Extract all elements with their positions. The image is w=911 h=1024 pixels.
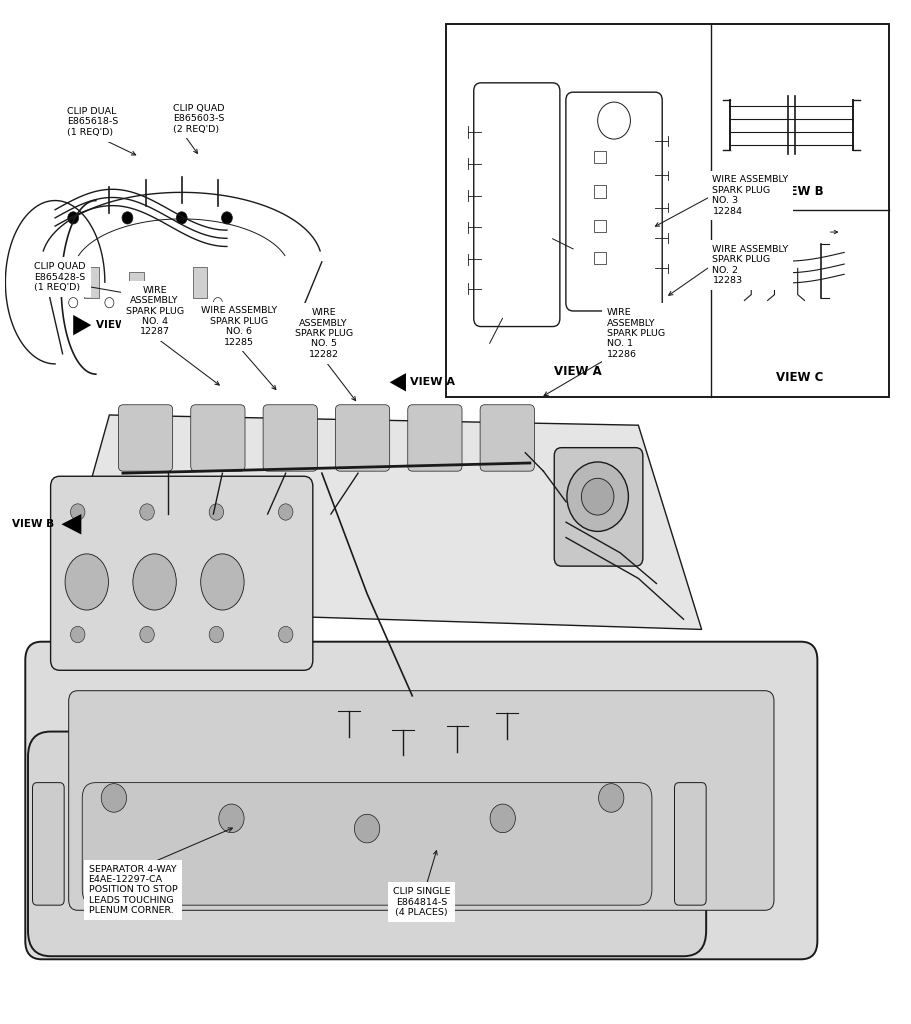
Circle shape bbox=[70, 504, 85, 520]
Text: WIRE ASSEMBLY
SPARK PLUG
NO. 6
12285: WIRE ASSEMBLY SPARK PLUG NO. 6 12285 bbox=[200, 306, 277, 346]
Ellipse shape bbox=[133, 554, 177, 610]
Text: VIEW C: VIEW C bbox=[776, 372, 824, 384]
Circle shape bbox=[219, 804, 244, 833]
Text: SEPARATOR 4-WAY
E4AE-12297-CA
POSITION TO STOP
LEADS TOUCHING
PLENUM CORNER.: SEPARATOR 4-WAY E4AE-12297-CA POSITION T… bbox=[88, 864, 178, 915]
Circle shape bbox=[279, 504, 293, 520]
Bar bbox=[445, 24, 889, 396]
Polygon shape bbox=[390, 373, 406, 391]
Text: VIEW B: VIEW B bbox=[776, 185, 824, 198]
Text: WIRE
ASSEMBLY
SPARK PLUG
NO. 4
12287: WIRE ASSEMBLY SPARK PLUG NO. 4 12287 bbox=[126, 286, 184, 336]
Text: CLIP SINGLE
E864814-S
(4 PLACES): CLIP SINGLE E864814-S (4 PLACES) bbox=[393, 887, 450, 918]
Circle shape bbox=[177, 212, 187, 224]
Ellipse shape bbox=[200, 554, 244, 610]
Text: CLIP QUAD
E865603-S
(2 REQ'D): CLIP QUAD E865603-S (2 REQ'D) bbox=[173, 103, 224, 134]
Circle shape bbox=[210, 627, 223, 643]
Bar bbox=[84, 267, 98, 298]
FancyBboxPatch shape bbox=[554, 447, 643, 566]
Circle shape bbox=[599, 783, 624, 812]
Text: VIEW C: VIEW C bbox=[96, 321, 138, 330]
FancyBboxPatch shape bbox=[82, 782, 652, 905]
Circle shape bbox=[354, 814, 380, 843]
Text: VIEW A: VIEW A bbox=[555, 366, 602, 378]
Text: WIRE
ASSEMBLY
SPARK PLUG
NO. 1
12286: WIRE ASSEMBLY SPARK PLUG NO. 1 12286 bbox=[607, 308, 665, 358]
Polygon shape bbox=[61, 514, 81, 535]
Circle shape bbox=[139, 504, 154, 520]
Circle shape bbox=[210, 504, 223, 520]
FancyBboxPatch shape bbox=[408, 404, 462, 471]
Text: VIEW B: VIEW B bbox=[12, 519, 55, 529]
FancyBboxPatch shape bbox=[118, 404, 173, 471]
Circle shape bbox=[279, 627, 293, 643]
Circle shape bbox=[139, 627, 154, 643]
FancyBboxPatch shape bbox=[480, 404, 535, 471]
Circle shape bbox=[490, 804, 516, 833]
FancyBboxPatch shape bbox=[51, 476, 312, 671]
FancyBboxPatch shape bbox=[26, 642, 817, 959]
Circle shape bbox=[67, 212, 78, 224]
Bar bbox=[594, 185, 606, 198]
Bar bbox=[594, 151, 606, 163]
FancyBboxPatch shape bbox=[674, 782, 706, 905]
Text: VIEW A: VIEW A bbox=[410, 377, 455, 387]
Bar bbox=[594, 219, 606, 232]
Circle shape bbox=[221, 212, 232, 224]
Bar bbox=[192, 267, 207, 298]
FancyBboxPatch shape bbox=[190, 404, 245, 471]
Circle shape bbox=[122, 212, 133, 224]
FancyBboxPatch shape bbox=[68, 691, 774, 910]
Circle shape bbox=[581, 478, 614, 515]
Bar bbox=[129, 272, 144, 303]
Circle shape bbox=[567, 462, 629, 531]
Polygon shape bbox=[73, 315, 91, 335]
Ellipse shape bbox=[65, 554, 108, 610]
FancyBboxPatch shape bbox=[263, 404, 317, 471]
Text: CLIP QUAD
E865428-S
(1 REQ'D): CLIP QUAD E865428-S (1 REQ'D) bbox=[35, 262, 86, 292]
Text: CLIP DUAL
E865618-S
(1 REQ'D): CLIP DUAL E865618-S (1 REQ'D) bbox=[67, 106, 118, 137]
Circle shape bbox=[101, 783, 127, 812]
Text: WIRE
ASSEMBLY
SPARK PLUG
NO. 5
12282: WIRE ASSEMBLY SPARK PLUG NO. 5 12282 bbox=[294, 308, 353, 358]
FancyBboxPatch shape bbox=[33, 782, 64, 905]
Circle shape bbox=[70, 627, 85, 643]
Bar bbox=[594, 252, 606, 264]
Text: WIRE ASSEMBLY
SPARK PLUG
NO. 3
12284: WIRE ASSEMBLY SPARK PLUG NO. 3 12284 bbox=[712, 175, 789, 215]
FancyBboxPatch shape bbox=[335, 404, 390, 471]
Polygon shape bbox=[56, 415, 701, 630]
FancyBboxPatch shape bbox=[28, 731, 706, 956]
Text: WIRE ASSEMBLY
SPARK PLUG
NO. 2
12283: WIRE ASSEMBLY SPARK PLUG NO. 2 12283 bbox=[712, 245, 789, 285]
